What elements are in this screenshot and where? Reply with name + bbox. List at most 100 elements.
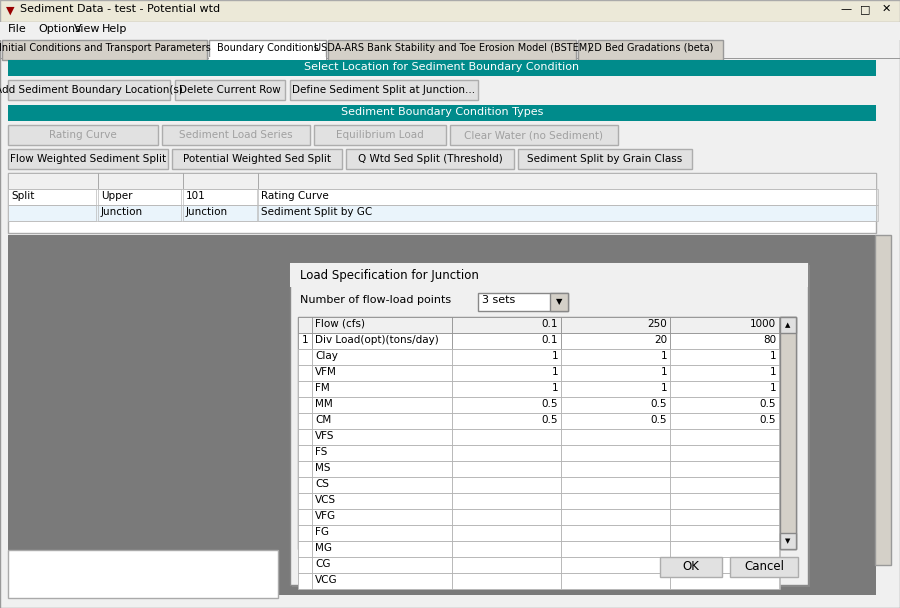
Bar	[298, 381, 312, 397]
Bar	[561, 429, 670, 445]
Text: ✕: ✕	[882, 4, 891, 14]
Bar	[209, 57, 326, 60]
Bar	[298, 461, 312, 477]
Bar	[8, 205, 876, 221]
Bar	[312, 429, 452, 445]
Text: CG: CG	[315, 559, 330, 569]
Text: Upper: Upper	[101, 191, 132, 201]
Bar	[670, 413, 779, 429]
Bar	[312, 573, 452, 589]
Text: ▼: ▼	[6, 6, 14, 16]
Bar	[298, 397, 312, 413]
Bar	[346, 149, 514, 169]
Bar	[298, 365, 780, 381]
Bar	[561, 349, 670, 365]
Bar	[183, 189, 257, 205]
Bar	[298, 557, 312, 573]
Bar	[298, 349, 312, 365]
Bar	[670, 509, 779, 525]
Text: 1: 1	[302, 335, 309, 345]
Text: File: File	[8, 24, 27, 34]
Bar	[670, 445, 779, 461]
Text: 0.1: 0.1	[542, 335, 558, 345]
Bar	[478, 293, 568, 311]
Bar	[312, 525, 452, 541]
Bar	[730, 557, 798, 577]
Bar	[452, 461, 561, 477]
Bar	[670, 397, 779, 413]
Text: Initial Conditions and Transport Parameters: Initial Conditions and Transport Paramet…	[0, 43, 211, 53]
Bar	[561, 525, 670, 541]
Bar	[312, 381, 452, 397]
Bar	[8, 189, 876, 205]
Bar	[452, 349, 561, 365]
Bar	[298, 429, 312, 445]
Bar	[561, 381, 670, 397]
Bar	[209, 40, 326, 60]
Bar	[312, 317, 452, 333]
Bar	[312, 413, 452, 429]
Text: 1: 1	[661, 351, 667, 361]
Text: 0.5: 0.5	[651, 399, 667, 409]
Bar	[328, 40, 576, 60]
Bar	[561, 509, 670, 525]
Bar	[578, 40, 723, 60]
Bar	[670, 381, 779, 397]
Text: Sediment Split by GC: Sediment Split by GC	[261, 207, 373, 217]
Bar	[670, 541, 779, 557]
Bar	[452, 477, 561, 493]
Text: MS: MS	[315, 463, 330, 473]
Bar	[8, 80, 170, 100]
Bar	[875, 235, 891, 565]
Bar	[312, 349, 452, 365]
Text: Equilibrium Load: Equilibrium Load	[336, 130, 424, 140]
Text: MG: MG	[315, 543, 332, 553]
Bar	[561, 461, 670, 477]
Bar	[550, 293, 568, 311]
Text: CM: CM	[315, 415, 331, 425]
Text: ▼: ▼	[556, 297, 562, 306]
Text: FG: FG	[315, 527, 329, 537]
Bar	[452, 573, 561, 589]
Text: 0.5: 0.5	[760, 399, 776, 409]
Bar	[561, 493, 670, 509]
Bar	[298, 573, 780, 589]
Text: Div Load(opt)(tons/day): Div Load(opt)(tons/day)	[315, 335, 439, 345]
Text: Number of flow-load points: Number of flow-load points	[300, 295, 451, 305]
Bar	[298, 429, 780, 445]
Text: 1: 1	[661, 383, 667, 393]
Text: 20: 20	[654, 335, 667, 345]
Bar	[298, 445, 780, 461]
Bar	[314, 125, 446, 145]
Text: Rating Curve: Rating Curve	[261, 191, 328, 201]
Text: Load Specification for Junction: Load Specification for Junction	[300, 269, 479, 282]
Bar	[298, 349, 780, 365]
Text: Sediment Split by Grain Class: Sediment Split by Grain Class	[527, 154, 682, 164]
Text: Potential Weighted Sed Split: Potential Weighted Sed Split	[183, 154, 331, 164]
Bar	[8, 205, 96, 221]
Bar	[452, 429, 561, 445]
Text: 250: 250	[647, 319, 667, 329]
Bar	[298, 477, 780, 493]
Bar	[8, 189, 96, 205]
Bar	[290, 80, 478, 100]
Bar	[298, 413, 780, 429]
Bar	[298, 541, 780, 557]
Text: FS: FS	[315, 447, 328, 457]
Bar	[298, 333, 312, 349]
Bar	[298, 525, 312, 541]
Text: Boundary Conditions: Boundary Conditions	[217, 43, 319, 53]
Bar	[452, 317, 561, 333]
Text: Define Sediment Split at Junction...: Define Sediment Split at Junction...	[292, 85, 475, 95]
Text: Select Location for Sediment Boundary Condition: Select Location for Sediment Boundary Co…	[304, 62, 580, 72]
Bar	[298, 525, 780, 541]
Bar	[298, 445, 312, 461]
Bar	[0, 58, 900, 59]
Text: 1: 1	[552, 367, 558, 377]
Bar	[452, 333, 561, 349]
Bar	[290, 263, 808, 287]
Bar	[561, 477, 670, 493]
Bar	[298, 541, 312, 557]
Bar	[561, 445, 670, 461]
Bar	[290, 263, 808, 585]
